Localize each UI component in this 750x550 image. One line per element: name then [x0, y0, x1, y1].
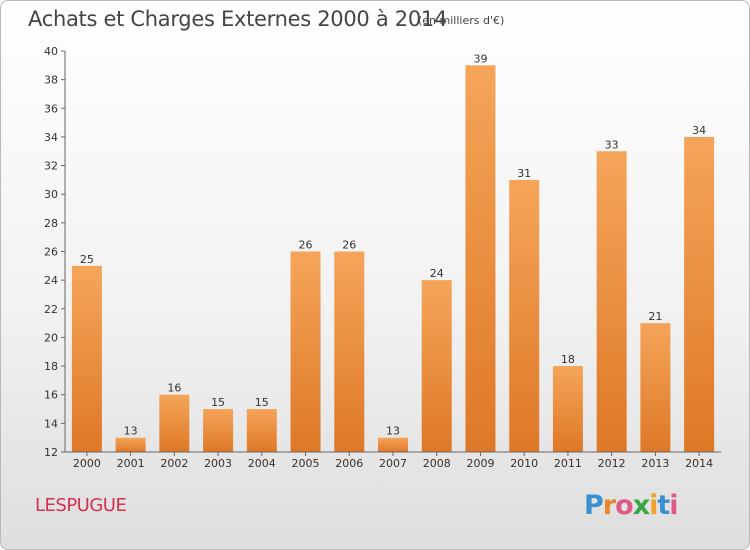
logo-letter: i: [669, 490, 678, 521]
logo-letter: o: [615, 490, 634, 521]
logo-letter: t: [657, 490, 670, 521]
data-label-2009: 39: [473, 52, 487, 65]
x-tick-label-2003: 2003: [204, 457, 232, 470]
bar-2004: [246, 409, 277, 452]
y-tick-label: 24: [44, 274, 58, 287]
data-label-2013: 21: [648, 310, 662, 323]
x-tick-label-2008: 2008: [423, 457, 451, 470]
data-label-2011: 18: [561, 353, 575, 366]
x-tick-label-2013: 2013: [641, 457, 669, 470]
y-tick-label: 26: [44, 246, 58, 259]
x-tick-label-2001: 2001: [117, 457, 145, 470]
x-tick-label-2006: 2006: [335, 457, 363, 470]
bar-2013: [640, 323, 671, 452]
bar-2009: [465, 65, 496, 453]
y-tick-label: 34: [44, 131, 58, 144]
y-tick-label: 20: [44, 331, 58, 344]
data-label-2010: 31: [517, 167, 531, 180]
data-label-2001: 13: [124, 425, 138, 438]
bar-2006: [334, 251, 365, 452]
bar-2012: [596, 151, 627, 452]
data-label-2004: 15: [255, 396, 269, 409]
y-tick-label: 38: [44, 74, 58, 87]
y-tick-label: 40: [44, 45, 58, 58]
y-tick-label: 22: [44, 303, 58, 316]
commune-name: LESPUGUE: [35, 495, 127, 516]
bar-2005: [290, 251, 321, 452]
y-tick-label: 28: [44, 217, 58, 230]
chart-title: Achats et Charges Externes 2000 à 2014: [28, 7, 448, 31]
x-tick-label-2009: 2009: [466, 457, 494, 470]
y-tick-label: 16: [44, 389, 58, 402]
data-label-2002: 16: [167, 382, 181, 395]
y-tick-label: 30: [44, 188, 58, 201]
bar-2008: [421, 280, 452, 452]
x-tick-label-2000: 2000: [73, 457, 101, 470]
data-label-2000: 25: [80, 253, 94, 266]
bar-2011: [552, 366, 583, 452]
x-tick-label-2004: 2004: [248, 457, 276, 470]
chart-subtitle: (en milliers d'€): [418, 14, 505, 27]
data-label-2003: 15: [211, 396, 225, 409]
logo-letter: r: [602, 490, 616, 521]
logo-letter: P: [584, 490, 604, 521]
y-tick-label: 18: [44, 360, 58, 373]
data-label-2014: 34: [692, 124, 706, 137]
x-tick-label-2007: 2007: [379, 457, 407, 470]
bar-2003: [203, 409, 234, 452]
bar-2007: [378, 437, 408, 452]
y-tick-label: 32: [44, 160, 58, 173]
data-label-2008: 24: [430, 267, 444, 280]
bar-2010: [509, 179, 540, 452]
data-label-2012: 33: [605, 138, 619, 151]
axis-layer: 12 14 16 18 20 22 24 26 28 30 32 34 36 38 40 2000 2001 20…: [44, 45, 721, 470]
bar-2000: [71, 265, 102, 452]
bar-2014: [684, 136, 715, 452]
bar-2001: [115, 437, 146, 452]
y-tick-label: 36: [44, 102, 58, 115]
x-tick-label-2014: 2014: [685, 457, 713, 470]
y-tick-label: 12: [44, 446, 58, 459]
data-label-2007: 13: [386, 425, 400, 438]
data-label-2005: 26: [299, 239, 313, 252]
logo-letter: i: [649, 490, 658, 521]
proxiti-logo: Proxiti: [584, 490, 679, 521]
logo-letter: x: [632, 490, 650, 521]
x-tick-label-2005: 2005: [292, 457, 320, 470]
x-tick-label-2002: 2002: [160, 457, 188, 470]
x-tick-label-2011: 2011: [554, 457, 582, 470]
bar-2002: [159, 394, 190, 452]
bars-layer: 25 13 16 15 15 26 26 13 24 39 31 18 33 21 34: [71, 52, 715, 453]
x-tick-label-2012: 2012: [598, 457, 626, 470]
data-label-2006: 26: [342, 239, 356, 252]
x-tick-label-2010: 2010: [510, 457, 538, 470]
y-tick-label: 14: [44, 417, 58, 430]
